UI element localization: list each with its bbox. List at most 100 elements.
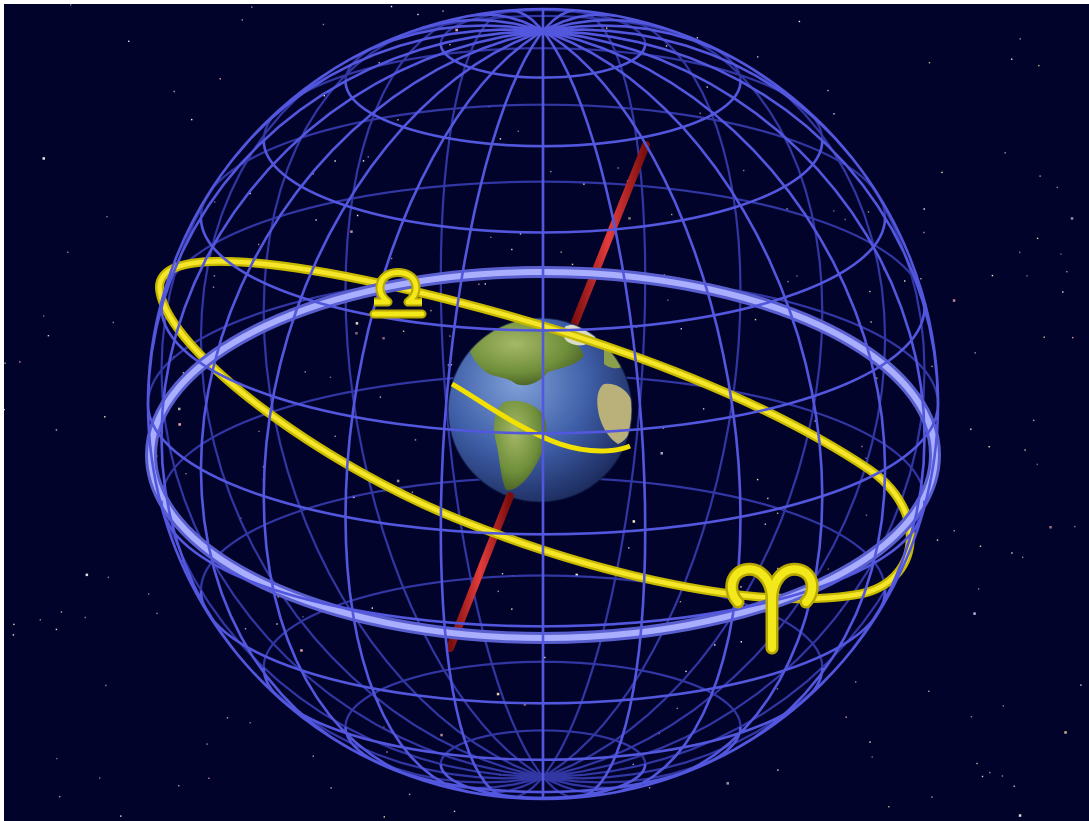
star — [1011, 58, 1013, 60]
star — [976, 762, 978, 765]
star — [378, 61, 380, 64]
star — [663, 274, 666, 276]
star — [1038, 64, 1040, 67]
star — [371, 607, 373, 609]
star — [55, 429, 58, 431]
star — [241, 19, 243, 21]
star — [743, 169, 745, 172]
star — [740, 641, 742, 643]
star — [702, 408, 705, 410]
star — [1062, 291, 1064, 293]
star — [798, 20, 801, 23]
star — [667, 299, 669, 301]
star — [1070, 217, 1074, 220]
star — [679, 601, 682, 603]
star — [632, 520, 636, 523]
meridian-front — [199, 24, 735, 470]
star — [979, 545, 982, 547]
meridian-front — [160, 28, 853, 438]
star — [1036, 237, 1039, 240]
star — [970, 428, 972, 430]
star — [148, 593, 150, 595]
star — [382, 337, 385, 340]
star — [662, 427, 665, 429]
axis-upper — [568, 141, 650, 334]
star — [315, 219, 317, 221]
meridian-back — [344, 18, 605, 795]
star — [105, 684, 107, 687]
star — [386, 751, 388, 753]
star — [13, 623, 15, 626]
star — [276, 623, 278, 625]
star — [827, 89, 829, 92]
left-border — [0, 0, 4, 821]
star — [870, 321, 872, 323]
star — [632, 763, 634, 766]
star — [936, 539, 939, 541]
star — [1036, 463, 1038, 466]
star — [699, 112, 701, 114]
star — [685, 670, 687, 673]
star — [1001, 775, 1004, 777]
star — [355, 332, 358, 335]
star — [544, 656, 546, 659]
meridian-front — [580, 529, 647, 799]
star — [417, 13, 419, 16]
star — [869, 741, 871, 743]
star — [740, 586, 742, 588]
star — [1022, 556, 1024, 558]
star — [777, 567, 779, 570]
star — [888, 806, 890, 808]
star — [450, 364, 453, 366]
star — [3, 408, 5, 411]
star — [756, 478, 759, 481]
star — [12, 634, 15, 636]
star — [120, 815, 122, 817]
celestial-sphere-back — [146, 9, 940, 799]
star — [42, 157, 45, 160]
star — [449, 335, 451, 337]
star — [1019, 38, 1021, 40]
star — [484, 283, 486, 285]
star — [1060, 253, 1062, 255]
meridian-front — [344, 516, 470, 794]
star — [249, 192, 251, 195]
star — [251, 6, 253, 8]
star — [931, 365, 933, 368]
star — [904, 280, 906, 282]
star — [312, 173, 314, 175]
star — [414, 439, 417, 441]
celestial-sphere-front — [146, 7, 940, 801]
star — [928, 690, 930, 692]
star — [1064, 731, 1067, 734]
star — [497, 590, 499, 593]
star — [390, 5, 393, 8]
star — [1011, 552, 1013, 554]
star — [258, 243, 260, 246]
star — [1013, 785, 1015, 787]
star — [208, 777, 210, 779]
star — [617, 167, 619, 169]
star — [519, 233, 522, 235]
star — [511, 248, 513, 251]
star — [379, 396, 382, 398]
star — [60, 611, 63, 613]
star — [970, 716, 973, 718]
star — [478, 283, 480, 285]
star — [302, 616, 304, 618]
star — [70, 4, 72, 6]
star — [112, 321, 114, 324]
star — [178, 785, 180, 787]
star — [106, 216, 108, 218]
star — [182, 372, 185, 374]
star — [397, 119, 399, 121]
star — [178, 423, 181, 426]
star — [920, 278, 922, 280]
star — [786, 208, 788, 210]
star — [334, 160, 336, 162]
star — [628, 547, 630, 549]
star — [156, 612, 158, 615]
north-america — [469, 321, 584, 386]
star — [362, 160, 365, 162]
star — [511, 608, 513, 610]
